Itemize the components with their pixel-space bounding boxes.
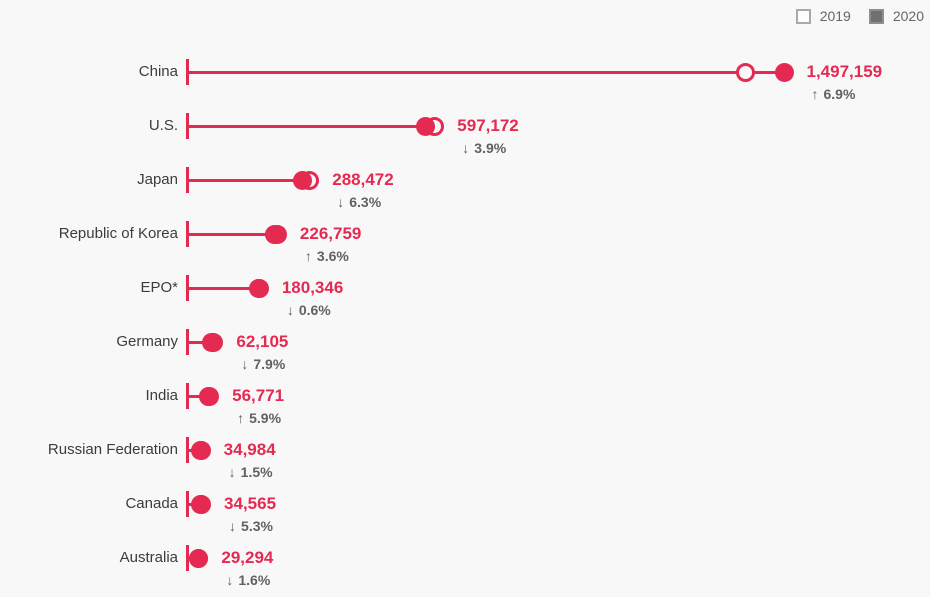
pct-text: 7.9% [253, 356, 286, 372]
trend-arrow-icon: ↓ [286, 302, 294, 318]
legend-label-2019: 2019 [819, 8, 851, 24]
legend-item-2019[interactable]: 2019 [795, 8, 851, 24]
value-2020-label: 56,771 [232, 386, 285, 405]
pct-text: 0.6% [298, 302, 331, 318]
value-2020-label: 34,565 [224, 494, 277, 513]
dot-2020 [267, 224, 287, 244]
pct-text: 5.9% [249, 410, 282, 426]
lollipop-line [187, 286, 259, 290]
trend-arrow-icon: ↓ [226, 572, 234, 588]
category-label: Russian Federation [47, 441, 178, 458]
change-label: ↓ 1.6% [226, 571, 270, 589]
trend-arrow-icon: ↓ [462, 140, 470, 156]
dot-2020 [292, 170, 312, 190]
trend-arrow-icon: ↓ [241, 356, 249, 372]
category-label: Republic of Korea [58, 225, 178, 242]
change-label: ↑ 3.6% [305, 247, 349, 265]
change-label: ↓ 5.3% [229, 517, 273, 535]
filled-square-swatch-icon [868, 8, 884, 24]
dot-2020 [191, 494, 211, 514]
dot-2020 [249, 278, 269, 298]
category-label: Canada [125, 495, 178, 512]
value-2020-label: 62,105 [236, 332, 289, 351]
dot-2020 [202, 332, 222, 352]
dot-2019 [735, 62, 755, 82]
lollipop-line [187, 394, 210, 398]
trend-arrow-icon: ↓ [228, 464, 236, 480]
category-label: EPO* [140, 279, 178, 296]
pct-text: 1.6% [238, 572, 271, 588]
change-label: ↑ 5.9% [237, 409, 281, 427]
value-2020-label: 34,984 [223, 440, 276, 459]
legend: 2019 2020 [795, 8, 924, 24]
category-label: U.S. [148, 117, 178, 134]
lollipop-line [187, 124, 426, 128]
legend-label-2020: 2020 [892, 8, 924, 24]
legend-item-2020[interactable]: 2020 [868, 8, 924, 24]
pct-text: 1.5% [240, 464, 273, 480]
dot-2020 [774, 62, 794, 82]
pct-text: 6.3% [349, 194, 382, 210]
value-2020-label: 597,172 [457, 116, 519, 135]
dot-2020 [189, 548, 209, 568]
pct-text: 3.6% [316, 248, 349, 264]
pct-text: 5.3% [241, 518, 273, 534]
value-2020-label: 29,294 [221, 548, 274, 567]
change-label: ↓ 7.9% [241, 355, 285, 373]
change-label: ↓ 6.3% [337, 193, 381, 211]
trend-arrow-icon: ↑ [811, 86, 819, 102]
lollipop-line [187, 340, 212, 344]
category-label: Australia [119, 549, 178, 566]
trend-arrow-icon: ↑ [304, 248, 312, 264]
open-square-swatch-icon [795, 8, 811, 24]
value-2020-label: 226,759 [299, 224, 362, 243]
lollipop-line [187, 70, 784, 74]
change-label: ↑ 6.9% [812, 85, 856, 103]
value-2020-label: 180,346 [281, 278, 344, 297]
dot-2020 [191, 440, 211, 460]
value-2020-label: 1,497,159 [806, 62, 883, 81]
trend-arrow-icon: ↓ [337, 194, 345, 210]
change-label: ↓ 3.9% [462, 139, 506, 157]
trend-arrow-icon: ↑ [237, 410, 245, 426]
lollipop-line [187, 178, 303, 182]
dot-2020 [200, 386, 220, 406]
change-label: ↓ 0.6% [287, 301, 331, 319]
category-label: China [138, 63, 178, 80]
category-label: Japan [137, 171, 178, 188]
trend-arrow-icon: ↓ [229, 518, 237, 534]
change-label: ↓ 1.5% [229, 463, 273, 481]
pct-text: 3.9% [474, 140, 507, 156]
category-label: Germany [116, 333, 178, 350]
lollipop-line [187, 232, 278, 236]
value-2020-label: 288,472 [332, 170, 394, 189]
category-label: India [145, 387, 178, 404]
dot-2020 [415, 116, 435, 136]
pct-text: 6.9% [823, 86, 856, 102]
